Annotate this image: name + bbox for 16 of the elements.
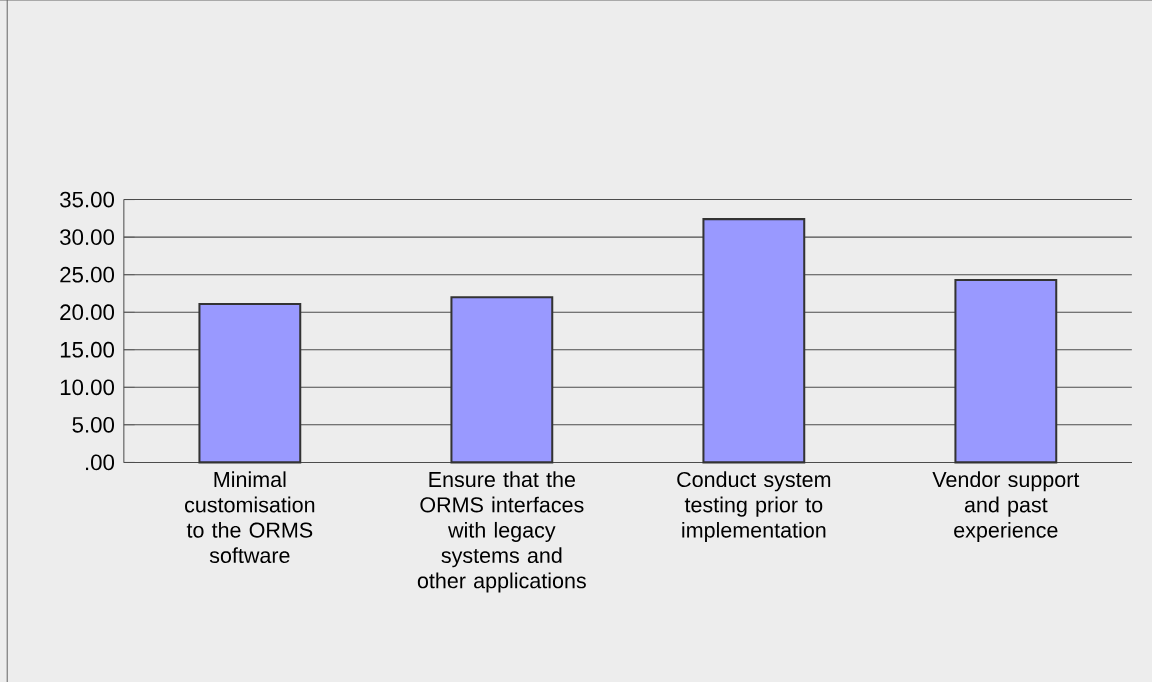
bar xyxy=(198,302,302,464)
x-tick-label: Vendor support and past experience xyxy=(932,471,1080,542)
y-tick-label: 15.00 xyxy=(60,341,115,358)
y-tick-label: 20.00 xyxy=(60,304,115,321)
bar xyxy=(702,218,806,464)
bar xyxy=(450,296,554,464)
y-tick-label: 25.00 xyxy=(60,266,115,283)
x-tick-label: Conduct system testing prior to implementation xyxy=(677,471,831,542)
y-tick-label: .00 xyxy=(85,454,115,471)
y-tick-label: 35.00 xyxy=(60,191,115,208)
y-tick-label: 5.00 xyxy=(72,416,115,433)
bar xyxy=(954,278,1058,464)
y-tick-label: 10.00 xyxy=(60,379,115,396)
x-tick-label: Ensure that the ORMS interfaces with legacy systems and other applications xyxy=(417,471,586,593)
y-tick-label: 30.00 xyxy=(60,229,115,245)
x-tick-label: Minimal customisation to the ORMS software xyxy=(185,471,315,564)
